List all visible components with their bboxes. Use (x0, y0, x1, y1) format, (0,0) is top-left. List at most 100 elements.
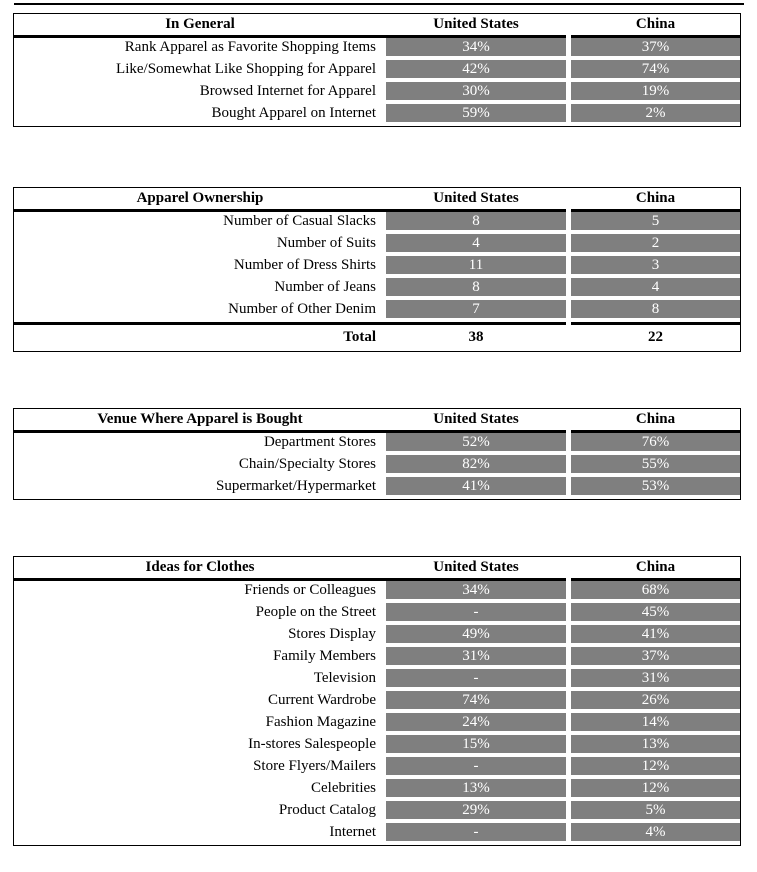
china-value-cell: 37% (571, 647, 740, 669)
us-value-cell: 42% (386, 60, 566, 82)
table-title: Apparel Ownership (14, 188, 386, 212)
column-gap (566, 557, 571, 581)
column-header-us: United States (386, 188, 566, 212)
column-gap (566, 757, 571, 779)
row-label: Television (313, 670, 376, 686)
china-value: 4% (571, 823, 740, 841)
china-value: 68% (571, 581, 740, 599)
row-label: Number of Suits (276, 235, 376, 251)
column-header-china: China (571, 557, 740, 581)
us-value: 4 (386, 234, 566, 252)
us-value-cell: 59% (386, 104, 566, 126)
us-value: 49% (386, 625, 566, 643)
column-gap (566, 801, 571, 823)
us-value: - (386, 669, 566, 687)
table-row: Browsed Internet for Apparel 30% 19% (14, 82, 740, 104)
us-value: 31% (386, 647, 566, 665)
row-label: Supermarket/Hypermarket (216, 478, 376, 494)
us-value-cell: 34% (386, 38, 566, 60)
column-gap (566, 669, 571, 691)
china-value-cell: 41% (571, 625, 740, 647)
us-value: 34% (386, 581, 566, 599)
china-value-cell: 55% (571, 455, 740, 477)
us-value-cell: 8 (386, 212, 566, 234)
tables-container: In General United States China Rank Appa… (13, 13, 741, 846)
table-row: Chain/Specialty Stores 82% 55% (14, 455, 740, 477)
china-value-cell: 31% (571, 669, 740, 691)
china-value: 53% (571, 477, 740, 495)
us-value: 8 (386, 278, 566, 296)
us-value-cell: 13% (386, 779, 566, 801)
china-value: 41% (571, 625, 740, 643)
china-value-cell: 2% (571, 104, 740, 126)
us-value: 41% (386, 477, 566, 495)
china-value: 45% (571, 603, 740, 621)
table-row: Number of Other Denim 7 8 (14, 300, 740, 322)
column-gap (566, 256, 571, 278)
china-value: 76% (571, 433, 740, 451)
table-footer-row: Total 38 22 (14, 322, 740, 351)
table-title: Ideas for Clothes (14, 557, 386, 581)
row-label: Product Catalog (278, 802, 376, 818)
us-value: 52% (386, 433, 566, 451)
china-value-cell: 14% (571, 713, 740, 735)
column-gap (566, 300, 571, 322)
china-value-cell: 45% (571, 603, 740, 625)
table-header-row: Ideas for Clothes United States China (14, 557, 740, 581)
column-gap (566, 14, 571, 38)
column-header-us: United States (386, 409, 566, 433)
column-gap (566, 603, 571, 625)
column-gap (566, 477, 571, 499)
column-gap (566, 82, 571, 104)
us-value: 74% (386, 691, 566, 709)
china-value: 2 (571, 234, 740, 252)
china-value-cell: 5% (571, 801, 740, 823)
us-value-cell: - (386, 603, 566, 625)
us-value-cell: 31% (386, 647, 566, 669)
row-label: In-stores Salespeople (248, 736, 376, 752)
column-gap (566, 691, 571, 713)
table-row: Store Flyers/Mailers - 12% (14, 757, 740, 779)
column-gap (566, 625, 571, 647)
table-row: Television - 31% (14, 669, 740, 691)
table-body: Rank Apparel as Favorite Shopping Items … (14, 38, 740, 126)
us-value: 7 (386, 300, 566, 318)
column-header-us: United States (386, 557, 566, 581)
china-value-cell: 5 (571, 212, 740, 234)
column-gap (566, 104, 571, 126)
table-row: Current Wardrobe 74% 26% (14, 691, 740, 713)
data-table: Apparel Ownership United States China Nu… (13, 187, 741, 352)
column-gap (566, 823, 571, 845)
us-value-cell: 29% (386, 801, 566, 823)
china-value-cell: 74% (571, 60, 740, 82)
china-value-cell: 37% (571, 38, 740, 60)
us-value-cell: 24% (386, 713, 566, 735)
us-value: - (386, 823, 566, 841)
data-table: Venue Where Apparel is Bought United Sta… (13, 408, 741, 500)
us-value-cell: 82% (386, 455, 566, 477)
table-header-row: In General United States China (14, 14, 740, 38)
table-body: Friends or Colleagues 34% 68% People on … (14, 581, 740, 845)
row-label: Internet (329, 824, 376, 840)
table-row: Number of Casual Slacks 8 5 (14, 212, 740, 234)
us-value-cell: 74% (386, 691, 566, 713)
us-value: 15% (386, 735, 566, 753)
column-gap (566, 322, 571, 351)
china-value-cell: 4% (571, 823, 740, 845)
row-label: Family Members (273, 648, 376, 664)
row-label: Department Stores (263, 434, 376, 450)
row-label: Stores Display (288, 626, 376, 642)
china-value: 19% (571, 82, 740, 100)
us-value-cell: 34% (386, 581, 566, 603)
china-value-cell: 53% (571, 477, 740, 499)
row-label: Rank Apparel as Favorite Shopping Items (124, 39, 376, 55)
data-table: In General United States China Rank Appa… (13, 13, 741, 127)
china-value-cell: 68% (571, 581, 740, 603)
column-gap (566, 735, 571, 757)
row-label: Bought Apparel on Internet (211, 105, 376, 121)
china-value: 3 (571, 256, 740, 274)
column-gap (566, 188, 571, 212)
column-gap (566, 212, 571, 234)
row-label: Friends or Colleagues (244, 582, 376, 598)
china-value: 2% (571, 104, 740, 122)
